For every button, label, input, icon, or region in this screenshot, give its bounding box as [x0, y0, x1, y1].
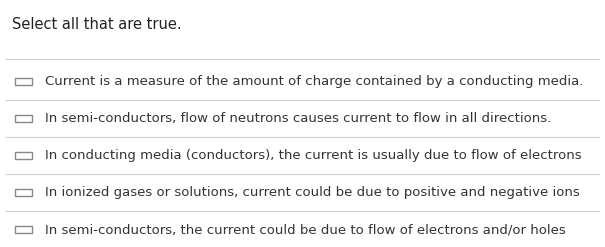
- Text: In semi-conductors, flow of neutrons causes current to flow in all directions.: In semi-conductors, flow of neutrons cau…: [45, 112, 552, 125]
- FancyBboxPatch shape: [15, 78, 32, 85]
- Text: Current is a measure of the amount of charge contained by a conducting media.: Current is a measure of the amount of ch…: [45, 75, 584, 88]
- FancyBboxPatch shape: [15, 152, 32, 159]
- Text: In conducting media (conductors), the current is usually due to flow of electron: In conducting media (conductors), the cu…: [45, 149, 582, 162]
- FancyBboxPatch shape: [15, 189, 32, 196]
- Text: In ionized gases or solutions, current could be due to positive and negative ion: In ionized gases or solutions, current c…: [45, 186, 580, 199]
- FancyBboxPatch shape: [15, 226, 32, 233]
- Text: In semi-conductors, the current could be due to flow of electrons and/or holes: In semi-conductors, the current could be…: [45, 223, 566, 236]
- Text: Select all that are true.: Select all that are true.: [12, 17, 181, 32]
- FancyBboxPatch shape: [15, 115, 32, 122]
